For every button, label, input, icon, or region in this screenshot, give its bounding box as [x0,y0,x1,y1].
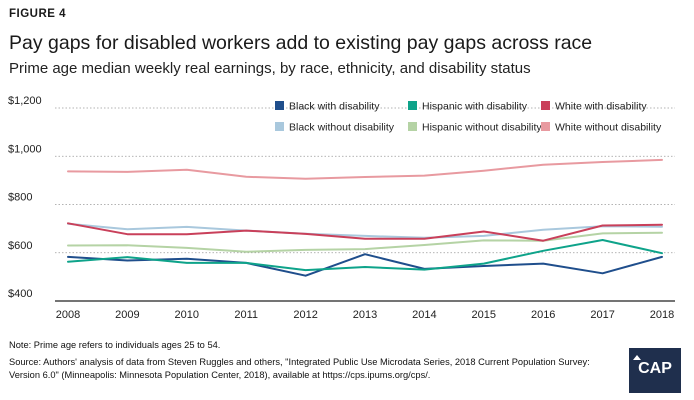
x-tick-label: 2008 [56,309,80,321]
y-tick-label: $400 [8,288,32,300]
legend-swatch [275,101,284,110]
x-tick-label: 2013 [353,309,377,321]
chart-source: Source: Authors' analysis of data from S… [9,357,590,380]
chart-title: Pay gaps for disabled workers add to exi… [9,32,593,54]
legend-swatch [541,101,550,110]
x-tick-label: 2014 [412,309,436,321]
legend-swatch [408,101,417,110]
x-tick-label: 2018 [650,309,674,321]
series-line [67,158,663,180]
cap-logo-text: CAP [638,360,672,377]
legend-swatch [408,122,417,131]
legend-label: Black with disability [289,101,380,113]
x-tick-label: 2010 [175,309,199,321]
y-tick-label: $800 [8,192,32,204]
legend-swatch [541,122,550,131]
series-line [67,231,663,253]
series-line [67,222,663,239]
series-line [67,222,663,242]
legend-label: White with disability [555,101,647,113]
y-tick-label: $1,200 [8,95,42,107]
x-tick-label: 2016 [531,309,555,321]
figure-label: FIGURE 4 [9,8,67,20]
legend-label: Hispanic with disability [422,101,528,113]
line-chart: $400 $600 $800 $1,000 $1,200 2008 2009 2010 2011… [8,95,675,321]
cap-logo: CAP [629,348,681,393]
legend-swatch [275,122,284,131]
y-tick-label: $1,000 [8,143,42,155]
legend-label: Black without disability [289,122,395,134]
x-tick-label: 2012 [293,309,317,321]
y-tick-label: $600 [8,240,32,252]
legend-label: Hispanic without disability [422,122,542,134]
chart-subtitle: Prime age median weekly real earnings, b… [9,60,531,77]
x-tick-label: 2017 [590,309,614,321]
legend-label: White without disability [555,122,662,134]
series-line [67,253,663,277]
x-tick-label: 2015 [472,309,496,321]
x-tick-label: 2009 [115,309,139,321]
series-line [67,239,663,272]
x-tick-label: 2011 [234,309,258,321]
chart-note: Note: Prime age refers to individuals ag… [9,340,221,350]
